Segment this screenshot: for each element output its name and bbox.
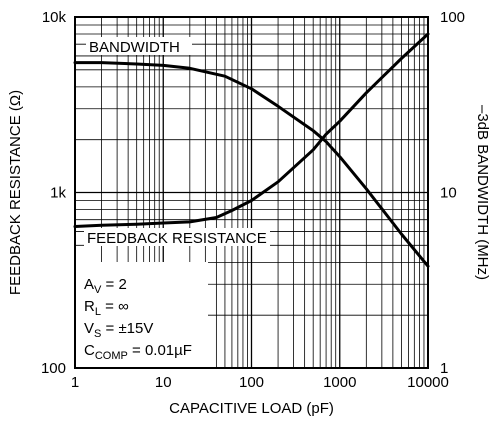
plot-frame [74,16,429,369]
condition-rl-value: = ∞ [101,298,129,315]
condition-load-resistance: RL = ∞ [84,298,129,318]
condition-compensation-cap: CCOMP = 0.01µF [84,342,192,362]
condition-ccomp-subscript: COMP [95,350,128,362]
condition-gain: AV = 2 [84,276,127,296]
left-y-tick-label: 1k [50,185,66,202]
right-y-axis-title: –3dB BANDWIDTH (MHz) [474,105,491,280]
series-label-bandwidth: BANDWIDTH [89,39,180,56]
condition-vs-subscript: S [94,328,101,340]
series-line-feedback-resistance [73,32,430,228]
left-y-tick-label: 100 [41,360,66,377]
right-y-tick-label: 1 [440,360,448,377]
x-tick-label: 1000 [323,374,356,391]
left-y-axis-title: FEEDBACK RESISTANCE (Ω) [7,90,24,295]
condition-vs-symbol: V [84,320,94,337]
condition-supply-voltage: VS = ±15V [84,320,153,340]
x-tick-label: 1 [71,374,79,391]
series-label-feedback-resistance: FEEDBACK RESISTANCE [87,230,267,247]
x-tick-label: 10000 [407,374,449,391]
condition-rl-subscript: L [95,306,101,318]
condition-vs-value: = ±15V [101,320,153,337]
data-curves [73,32,430,268]
condition-gain-symbol: A [84,276,94,293]
bandwidth-label-background [86,37,192,55]
feedback-resistance-label-background [84,228,270,246]
tick-labels: 1 10 100 1000 10000 100 1k 10k 1 10 100 [41,9,465,391]
condition-gain-value: = 2 [101,276,126,293]
right-y-tick-label: 100 [440,9,465,26]
condition-ccomp-value: = 0.01µF [128,342,192,359]
condition-ccomp-symbol: C [84,342,95,359]
x-tick-label: 100 [239,374,264,391]
conditions-box-background [76,262,208,367]
x-tick-label: 10 [155,374,172,391]
condition-gain-subscript: V [94,284,102,296]
right-y-tick-label: 10 [440,185,457,202]
left-y-tick-label: 10k [42,9,67,26]
condition-rl-symbol: R [84,298,95,315]
x-axis-title: CAPACITIVE LOAD (pF) [169,400,334,417]
series-line-bandwidth [73,61,430,268]
